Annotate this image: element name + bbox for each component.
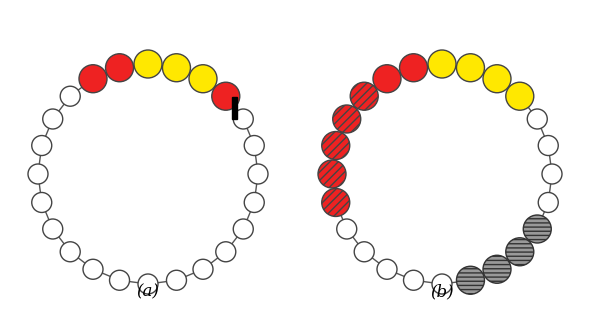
Circle shape [233, 219, 253, 239]
Circle shape [333, 105, 361, 133]
Circle shape [60, 86, 80, 106]
Circle shape [322, 188, 350, 217]
Circle shape [83, 259, 103, 279]
Circle shape [538, 135, 558, 155]
Circle shape [79, 65, 107, 93]
Circle shape [32, 135, 52, 155]
Circle shape [189, 65, 217, 93]
Circle shape [216, 242, 236, 262]
Circle shape [134, 50, 162, 78]
Circle shape [350, 82, 378, 110]
Circle shape [212, 82, 240, 110]
Circle shape [400, 54, 428, 82]
Circle shape [404, 270, 424, 290]
Text: (a): (a) [137, 283, 160, 300]
Circle shape [432, 274, 452, 294]
Circle shape [244, 135, 264, 155]
Circle shape [506, 238, 534, 266]
Circle shape [244, 193, 264, 212]
Circle shape [60, 242, 80, 262]
Circle shape [377, 259, 397, 279]
Circle shape [106, 54, 134, 82]
Circle shape [28, 164, 48, 184]
Text: (b): (b) [430, 283, 454, 300]
Circle shape [523, 215, 551, 243]
Circle shape [373, 65, 401, 93]
Circle shape [506, 82, 534, 110]
Circle shape [428, 50, 456, 78]
Circle shape [354, 242, 374, 262]
Circle shape [318, 160, 346, 188]
Circle shape [248, 164, 268, 184]
Circle shape [163, 54, 190, 82]
Circle shape [193, 259, 213, 279]
Circle shape [538, 193, 558, 212]
Circle shape [483, 255, 511, 283]
Circle shape [483, 65, 511, 93]
Circle shape [457, 266, 484, 294]
Circle shape [138, 274, 158, 294]
Bar [232, 97, 237, 119]
Circle shape [43, 109, 63, 129]
Circle shape [337, 219, 357, 239]
Circle shape [166, 270, 187, 290]
Circle shape [110, 270, 130, 290]
Circle shape [527, 109, 547, 129]
Circle shape [322, 132, 350, 159]
Circle shape [233, 109, 253, 129]
Circle shape [542, 164, 562, 184]
Circle shape [32, 193, 52, 212]
Circle shape [43, 219, 63, 239]
Circle shape [457, 54, 484, 82]
